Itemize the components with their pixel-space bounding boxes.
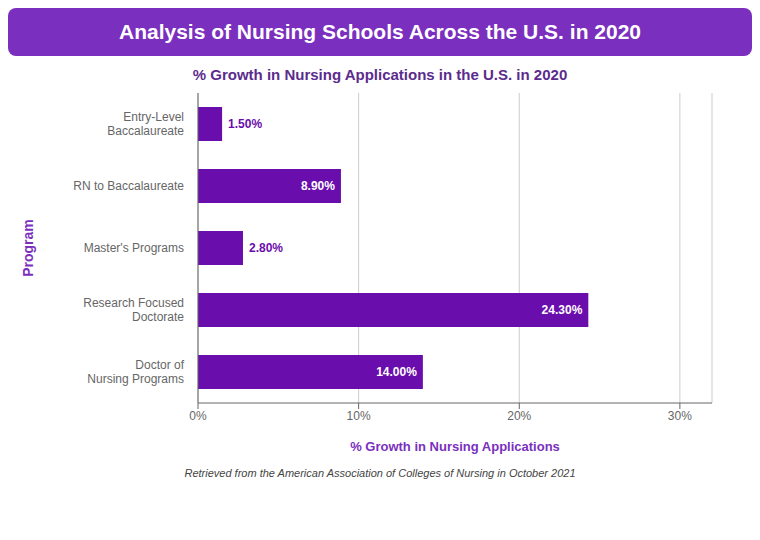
svg-text:30%: 30%	[668, 409, 692, 423]
svg-text:Master's Programs: Master's Programs	[84, 241, 184, 255]
svg-text:Entry-LevelBaccalaureate: Entry-LevelBaccalaureate	[107, 110, 184, 138]
svg-text:1.50%: 1.50%	[228, 117, 262, 131]
html-text:Analysis of Nursing Schools Ac: Analysis of Nursing Schools Across the U…	[119, 20, 641, 43]
svg-text:2.80%: 2.80%	[249, 241, 283, 255]
svg-text:20%: 20%	[507, 409, 531, 423]
svg-text:Program: Program	[20, 219, 36, 277]
svg-text:0%: 0%	[189, 409, 207, 423]
html-text:% Growth in Nursing Applicatio: % Growth in Nursing Applications in the …	[192, 66, 568, 83]
svg-text:Research FocusedDoctorate: Research FocusedDoctorate	[83, 296, 184, 324]
svg-text:8.90%: 8.90%	[301, 179, 335, 193]
svg-text:14.00%: 14.00%	[376, 365, 417, 379]
svg-text:Doctor ofNursing Programs: Doctor ofNursing Programs	[87, 358, 184, 386]
html-text:Retrieved from the American As: Retrieved from the American Association …	[184, 467, 576, 479]
svg-text:10%: 10%	[347, 409, 371, 423]
svg-text:RN to Baccalaureate: RN to Baccalaureate	[73, 179, 184, 193]
svg-text:% Growth in Nursing Applicatio: % Growth in Nursing Applications	[350, 439, 560, 454]
svg-text:24.30%: 24.30%	[542, 303, 583, 317]
